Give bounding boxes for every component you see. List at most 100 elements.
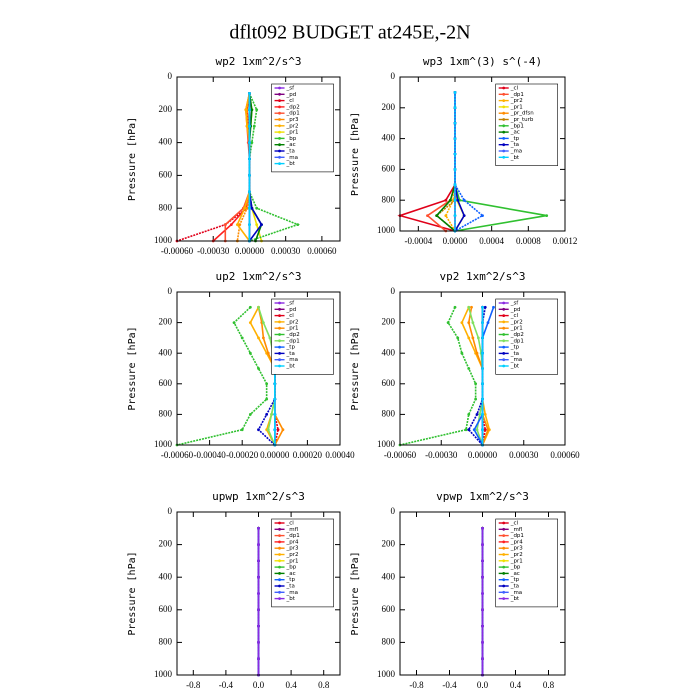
legend-label: _ta [286, 149, 295, 155]
x-tick-label: -0.00060 [384, 450, 417, 460]
legend-label: _pd [286, 92, 297, 98]
series-marker [467, 305, 471, 309]
x-tick-label: 0.00000 [235, 246, 265, 256]
legend-label: _dp1 [510, 338, 524, 344]
series-marker [456, 336, 460, 340]
legend-marker [502, 559, 506, 563]
x-tick-label: 0.00030 [509, 450, 539, 460]
legend-label: _tp [510, 136, 520, 142]
legend-label: _pr1 [286, 326, 299, 332]
legend-marker [502, 314, 506, 317]
legend-label: _pr_turb [510, 117, 534, 123]
series-marker [453, 214, 457, 218]
series-marker [483, 428, 487, 432]
legend-label: _dp2 [286, 104, 300, 110]
legend-marker [278, 99, 281, 102]
y-tick-label: 1000 [154, 235, 173, 245]
series-marker [444, 214, 448, 218]
legend-label: _pr4 [286, 539, 300, 545]
legend-label: _ma [286, 155, 298, 161]
legend-box [271, 518, 334, 608]
legend-label: _bp [286, 136, 297, 142]
legend-label: _tp [286, 345, 296, 351]
series-marker [257, 608, 260, 612]
y-tick-label: 1000 [154, 439, 173, 449]
x-tick-label: -0.8 [186, 680, 201, 690]
series-marker [240, 336, 244, 340]
series-marker [276, 428, 280, 432]
series-marker [245, 206, 249, 210]
series-marker [238, 223, 242, 227]
series-marker [232, 321, 236, 324]
series-marker [257, 657, 260, 661]
legend-label: _pd [510, 307, 521, 313]
plot-frame [399, 76, 566, 232]
series-marker [250, 141, 254, 145]
legend-label: _dp2 [286, 332, 300, 338]
legend-box [271, 298, 334, 375]
x-tick-label: -0.8 [409, 680, 424, 690]
series-marker [481, 543, 484, 546]
series-marker [245, 124, 249, 128]
series-marker [257, 336, 260, 340]
series-marker [467, 321, 471, 324]
series-marker [223, 223, 227, 227]
legend-label: _ta [510, 142, 519, 148]
y-tick-label: 200 [159, 317, 173, 327]
series-marker [456, 198, 460, 202]
legend-label: _ma [510, 149, 522, 155]
series-marker [273, 382, 277, 386]
y-tick-label: 800 [159, 408, 173, 418]
series-marker [467, 428, 471, 432]
x-tick-label: -0.00030 [425, 450, 458, 460]
series-marker [481, 351, 484, 355]
legend-marker [502, 339, 506, 343]
series-marker [260, 223, 263, 227]
legend-marker [278, 565, 281, 569]
legend-marker [278, 130, 281, 134]
y-tick-label: 400 [382, 133, 396, 143]
legend-marker [278, 584, 281, 588]
y-tick-label: 600 [382, 378, 396, 388]
y-tick-label: 400 [159, 571, 173, 581]
y-axis-label: Pressure [hPa] [127, 117, 138, 201]
x-tick-label: 0.8 [543, 680, 555, 690]
legend-marker [278, 86, 281, 90]
series-marker [481, 382, 484, 386]
y-tick-label: 800 [159, 636, 173, 646]
legend-marker [502, 590, 506, 594]
legend-marker [502, 521, 506, 525]
y-axis-label: Pressure [hPa] [350, 551, 361, 635]
y-tick-label: 600 [159, 604, 173, 614]
legend-marker [502, 86, 506, 90]
y-tick-label: 600 [159, 378, 173, 388]
series-marker [261, 321, 265, 324]
series-marker [481, 575, 484, 579]
legend-label: _pr1 [510, 326, 523, 332]
y-tick-label: 400 [382, 571, 396, 581]
legend-marker [278, 590, 281, 594]
series-marker [248, 157, 251, 161]
series-marker [471, 321, 475, 324]
series-marker [453, 305, 457, 309]
legend-marker [502, 111, 506, 115]
legend-label: _cl [510, 521, 519, 527]
series-marker [475, 428, 479, 432]
legend-label: _tp [510, 577, 520, 583]
x-tick-label: -0.00040 [193, 450, 226, 460]
series-marker [467, 367, 471, 370]
x-tick-label: 0.4 [285, 680, 297, 690]
y-tick-label: 1000 [154, 669, 173, 679]
legend-label: _pr1 [510, 104, 523, 110]
legend-marker [278, 326, 281, 330]
series-marker [261, 336, 265, 340]
x-tick-label: 0.00030 [271, 246, 301, 256]
legend-label: _dp1 [286, 338, 300, 344]
legend-marker [278, 320, 281, 324]
x-tick-label: 0.00060 [307, 246, 337, 256]
series-marker [426, 214, 429, 218]
series-marker [470, 305, 473, 309]
series-marker [481, 413, 484, 416]
y-tick-label: 0 [391, 506, 396, 516]
series-marker [240, 428, 244, 432]
